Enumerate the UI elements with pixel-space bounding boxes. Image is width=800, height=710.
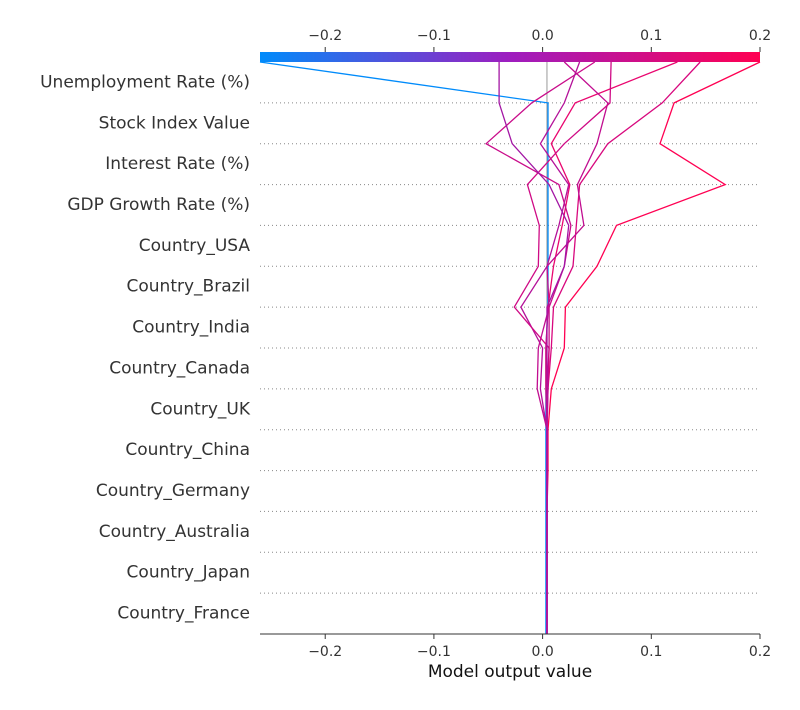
decision-path-6 [520, 61, 581, 634]
feature-label: Country_Australia [99, 522, 250, 542]
decision-path-4 [546, 61, 701, 634]
x-tick-label: 0.1 [640, 644, 662, 660]
decision-paths [259, 61, 761, 634]
colorbar-tick-label: −0.2 [308, 28, 342, 44]
colorbar [260, 52, 760, 62]
colorbar-tick-label: 0.2 [749, 28, 771, 44]
feature-label: Country_France [117, 604, 250, 624]
feature-label: Stock Index Value [99, 113, 250, 133]
feature-row-separators [260, 102, 760, 594]
feature-label: Country_China [125, 440, 250, 460]
decision-path-3 [545, 61, 678, 634]
decision-path-9 [498, 62, 570, 634]
feature-label: Country_Brazil [127, 277, 250, 297]
colorbar-tick-label: 0.0 [531, 28, 553, 44]
x-tick-label: 0.0 [531, 644, 553, 660]
colorbar-ticks: −0.2 −0.1 0.0 0.1 0.2 [308, 28, 771, 52]
x-tick-label: 0.2 [749, 644, 771, 660]
feature-label: Country_UK [150, 399, 250, 419]
colorbar-tick-label: 0.1 [640, 28, 662, 44]
x-axis-label: Model output value [428, 662, 592, 682]
x-tick-label: −0.1 [417, 644, 451, 660]
feature-label: GDP Growth Rate (%) [67, 195, 250, 215]
x-tick-label: −0.2 [308, 644, 342, 660]
feature-label: Country_Germany [96, 481, 250, 501]
feature-label: Country_Canada [109, 358, 250, 378]
feature-labels: Unemployment Rate (%) Stock Index Value In… [40, 72, 251, 623]
colorbar-tick-label: −0.1 [417, 28, 451, 44]
feature-label: Country_India [132, 318, 250, 338]
feature-label: Unemployment Rate (%) [40, 72, 250, 92]
feature-label: Country_Japan [127, 563, 250, 583]
x-axis-ticks: −0.2 −0.1 0.0 0.1 0.2 [308, 634, 771, 660]
feature-label: Interest Rate (%) [105, 154, 250, 174]
feature-label: Country_USA [139, 236, 251, 256]
